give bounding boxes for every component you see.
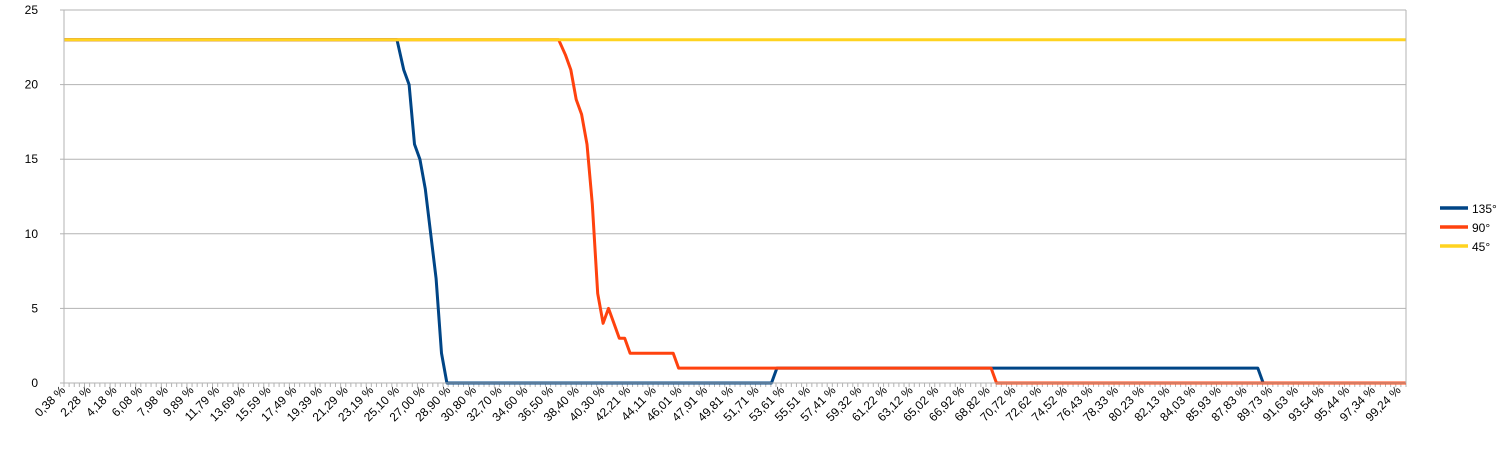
legend-label: 135°	[1472, 202, 1497, 216]
y-tick-label: 10	[25, 227, 39, 241]
legend-label: 90°	[1472, 221, 1490, 235]
y-tick-label: 20	[25, 78, 39, 92]
y-tick-label: 5	[31, 301, 38, 315]
y-axis: 0 5 10 15 20 25	[25, 3, 1407, 390]
legend: 135° 90° 45°	[1440, 202, 1497, 254]
series-lines	[64, 38, 1406, 385]
y-tick-label: 15	[25, 152, 39, 166]
series-line-2	[64, 38, 1406, 385]
y-tick-label: 0	[31, 376, 38, 390]
series-line-1	[64, 38, 1406, 385]
legend-label: 45°	[1472, 240, 1490, 254]
y-tick-label: 25	[25, 3, 39, 17]
gridlines	[64, 9, 1406, 384]
x-axis: 0,38 %2,28 %4,18 %6,08 %7,98 %9,89 %11,7…	[32, 382, 1406, 424]
